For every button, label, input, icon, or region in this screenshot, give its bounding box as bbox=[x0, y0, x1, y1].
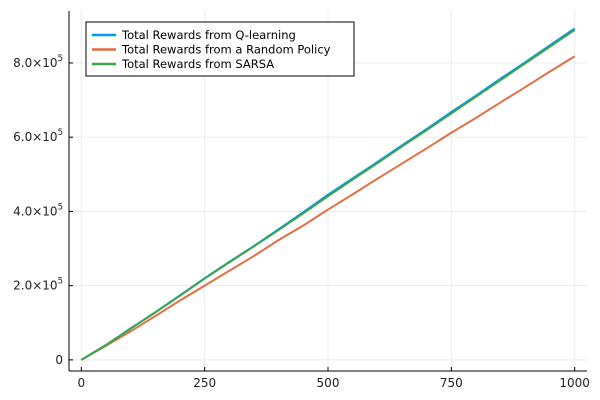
y-tick-label: 2.0×105 bbox=[13, 277, 63, 293]
series-line-3 bbox=[80, 29, 576, 361]
x-tick-label: 1000 bbox=[559, 376, 590, 390]
y-tick-exponent: 5 bbox=[58, 277, 63, 287]
legend-label: Total Rewards from Q-learning bbox=[121, 28, 296, 42]
legend-box bbox=[85, 21, 355, 77]
y-tick-label: 8.0×105 bbox=[13, 54, 63, 70]
y-tick-label: 6.0×105 bbox=[13, 128, 63, 144]
y-tick-mantissa: 0 bbox=[55, 353, 63, 367]
x-tick-label: 500 bbox=[317, 376, 340, 390]
data-series bbox=[80, 27, 576, 361]
series-line-2 bbox=[80, 55, 576, 361]
x-tick-label: 250 bbox=[193, 376, 216, 390]
y-tick-mantissa: 8.0×10 bbox=[13, 56, 57, 70]
y-tick-mantissa: 6.0×10 bbox=[13, 130, 57, 144]
x-tick-label: 0 bbox=[78, 376, 86, 390]
y-tick-mantissa: 2.0×10 bbox=[13, 279, 57, 293]
x-tick-label: 750 bbox=[440, 376, 463, 390]
legend-label: Total Rewards from SARSA bbox=[121, 57, 274, 71]
y-tick-label: 4.0×105 bbox=[13, 202, 63, 218]
y-tick-exponent: 5 bbox=[58, 54, 63, 64]
y-tick-mantissa: 4.0×10 bbox=[13, 204, 57, 218]
y-tick-exponent: 5 bbox=[58, 128, 63, 138]
y-tick-label: 0 bbox=[55, 353, 63, 367]
x-axis-ticks: 0 250 500 750 1000 bbox=[78, 367, 590, 390]
legend-label: Total Rewards from a Random Policy bbox=[121, 43, 331, 57]
y-tick-exponent: 5 bbox=[58, 202, 63, 212]
